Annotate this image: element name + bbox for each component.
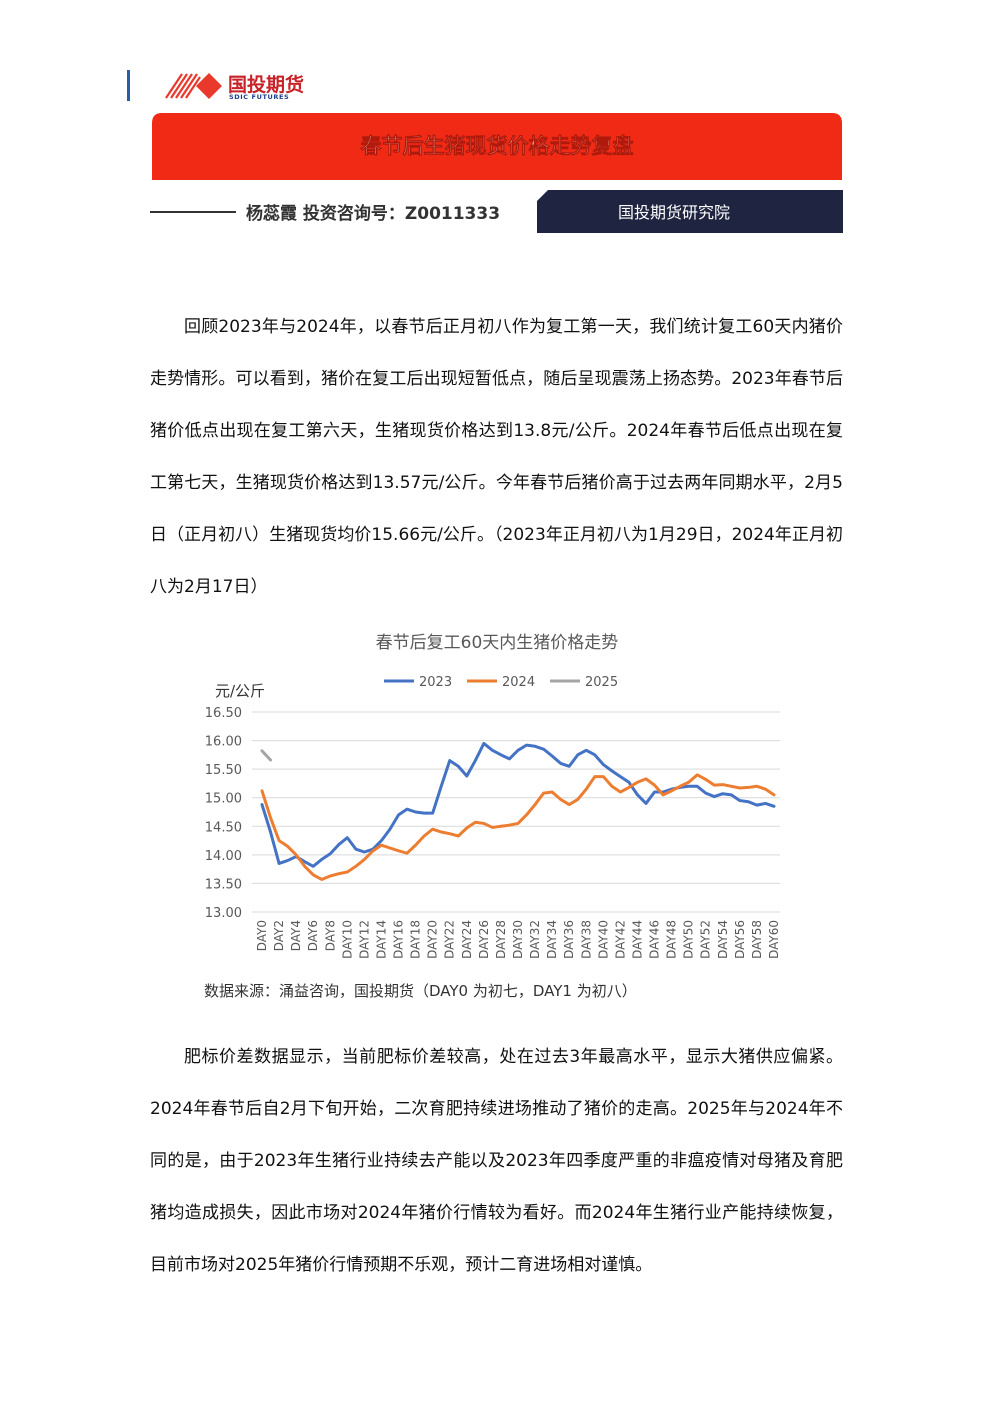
legend-label: 2023: [419, 675, 452, 690]
x-tick-label: DAY18: [409, 920, 423, 959]
chart: 春节后复工60天内生猪价格走势 元/公斤 数据来源：涌益咨询，国投期货（DAY0…: [204, 633, 781, 1000]
y-tick-label: 13.50: [205, 877, 242, 892]
x-tick-label: DAY16: [392, 920, 406, 959]
x-tick-label: DAY40: [596, 920, 610, 959]
y-axis-label: 元/公斤: [215, 682, 265, 700]
x-tick-label: DAY32: [528, 920, 542, 959]
x-tick-label: DAY56: [733, 920, 747, 959]
x-tick-label: DAY22: [443, 920, 457, 959]
source-note: 数据来源：涌益咨询，国投期货（DAY0 为初七，DAY1 为初八）: [204, 982, 637, 1000]
x-tick-label: DAY8: [323, 920, 337, 951]
x-tick-label: DAY0: [255, 920, 269, 951]
institute: 国投期货研究院: [618, 203, 730, 222]
x-tick-label: DAY28: [494, 920, 508, 959]
paragraph: 回顾2023年与2024年，以春节后正月初八作为复工第一天，我们统计复工60天内…: [150, 317, 843, 597]
x-tick-label: DAY48: [665, 920, 679, 959]
legend-label: 2025: [585, 675, 618, 690]
title-banner: [152, 113, 842, 180]
y-tick-label: 14.50: [205, 820, 242, 835]
y-tick-label: 16.00: [205, 735, 242, 750]
x-tick-label: DAY24: [460, 920, 474, 959]
y-tick-label: 16.50: [205, 706, 242, 721]
x-tick-label: DAY60: [767, 920, 781, 959]
x-tick-label: DAY4: [289, 920, 303, 951]
side-bar: [127, 70, 130, 101]
institute-box: [537, 190, 843, 233]
y-tick-label: 15.00: [205, 792, 242, 807]
x-tick-label: DAY36: [562, 920, 576, 959]
x-tick-label: DAY38: [579, 920, 593, 959]
x-tick-label: DAY20: [426, 920, 440, 959]
y-tick-label: 15.50: [205, 763, 242, 778]
logo-cn: 国投期货: [228, 73, 304, 96]
x-tick-label: DAY50: [682, 920, 696, 959]
x-tick-label: DAY30: [511, 920, 525, 959]
x-tick-label: DAY10: [340, 920, 354, 959]
x-tick-label: DAY2: [272, 920, 286, 951]
x-tick-label: DAY42: [613, 920, 627, 959]
logo-icon: [165, 73, 222, 99]
x-tick-label: DAY54: [716, 920, 730, 959]
series-line: [260, 749, 273, 762]
series-line: [260, 741, 776, 868]
x-tick-label: DAY26: [477, 920, 491, 959]
y-tick-label: 13.00: [205, 906, 242, 921]
title: 春节后生猪现货价格走势复盘: [361, 134, 634, 158]
x-tick-label: DAY46: [648, 920, 662, 959]
y-tick-label: 14.00: [205, 849, 242, 864]
x-tick-label: DAY12: [357, 920, 371, 959]
x-tick-label: DAY52: [699, 920, 713, 959]
x-tick-label: DAY6: [306, 920, 320, 951]
x-tick-label: DAY58: [750, 920, 764, 959]
x-tick-label: DAY34: [545, 920, 559, 959]
chart-title: 春节后复工60天内生猪价格走势: [376, 633, 619, 653]
header-graphics: 国投期货 SDIC FUTURES 春节后生猪现货价格走势复盘 杨蕊霞 投资咨询…: [127, 70, 843, 233]
x-tick-label: DAY44: [630, 920, 644, 959]
paragraph: 肥标价差数据显示，当前肥标价差较高，处在过去3年最高水平，显示大猪供应偏紧。20…: [150, 1047, 843, 1275]
x-tick-label: DAY14: [374, 920, 388, 959]
author-line: 杨蕊霞 投资咨询号：Z0011333: [246, 203, 500, 224]
series-line: [260, 773, 776, 881]
logo-en: SDIC FUTURES: [229, 93, 289, 101]
legend-label: 2024: [502, 675, 535, 690]
